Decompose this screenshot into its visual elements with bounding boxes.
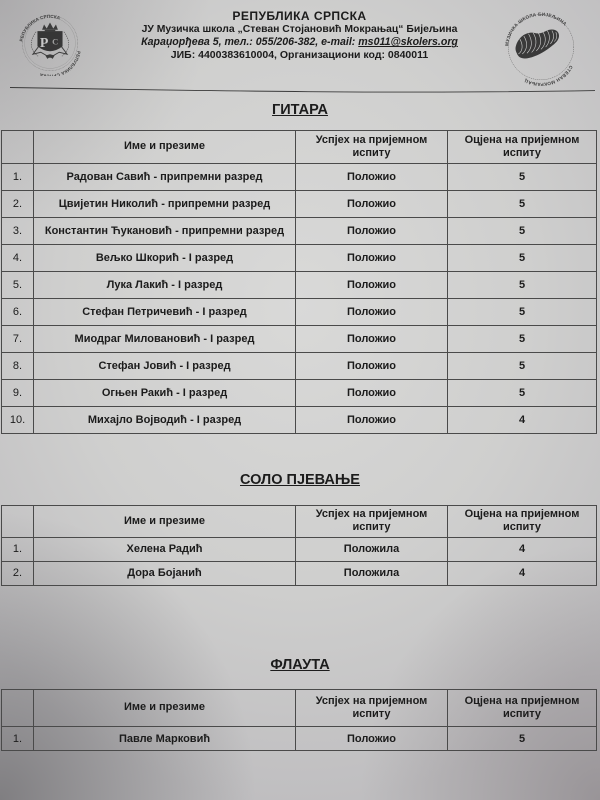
svg-text:Р: Р — [40, 35, 49, 50]
svg-text:С: С — [52, 36, 58, 46]
svg-text:СТЕВАН МОКРАЊАЦ: СТЕВАН МОКРАЊАЦ — [523, 65, 573, 86]
